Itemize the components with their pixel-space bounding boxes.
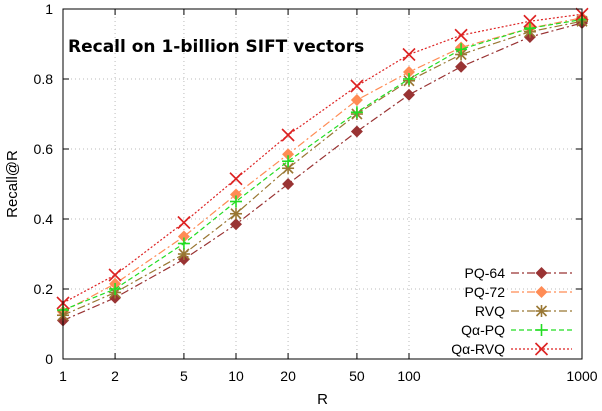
legend-entry: RVQ: [475, 303, 572, 319]
legend-entry: PQ-72: [465, 284, 572, 300]
legend: PQ-64 PQ-72 RVQ Qα-PQ Qα-RVQ: [451, 265, 572, 357]
legend-marker: [535, 286, 548, 298]
data-point: [281, 128, 295, 142]
data-point: [350, 79, 364, 93]
data-point: [523, 14, 537, 28]
data-point: [454, 28, 468, 42]
x-tick-label: 20: [280, 368, 296, 384]
y-tick-label: 0.2: [34, 281, 54, 297]
data-point: [230, 195, 242, 208]
chart-title: Recall on 1-billion SIFT vectors: [68, 37, 364, 57]
x-tick-label: 2: [111, 368, 119, 384]
data-point: [403, 66, 415, 78]
legend-marker: [534, 342, 549, 356]
series-5: [56, 7, 589, 310]
y-tick-label: 1: [45, 1, 53, 17]
data-point: [177, 248, 190, 260]
series-line: [62, 18, 583, 311]
x-tick-label: 5: [180, 368, 188, 384]
data-point: [177, 215, 191, 230]
legend-entry: Qα-RVQ: [451, 341, 572, 357]
data-point: [403, 88, 415, 101]
legend-label: RVQ: [475, 303, 505, 319]
legend-marker: [535, 267, 548, 279]
legend-label: Qα-PQ: [461, 322, 505, 338]
data-point: [455, 43, 468, 56]
x-tick-label: 1000: [566, 368, 597, 384]
data-point: [350, 94, 363, 106]
data-point: [403, 73, 415, 85]
x-tick-label: 50: [349, 368, 365, 384]
legend-label: PQ-72: [465, 284, 506, 300]
x-tick-label: 100: [397, 368, 421, 384]
legend-label: PQ-64: [465, 265, 506, 281]
legend-marker: [535, 305, 548, 317]
data-point: [108, 268, 122, 282]
data-point: [230, 207, 242, 220]
series-line: [62, 13, 583, 304]
legend-entry: Qα-PQ: [461, 322, 572, 338]
y-tick-label: 0.4: [34, 211, 54, 227]
data-point: [230, 188, 242, 201]
x-axis-label: R: [317, 391, 328, 408]
data-point: [523, 22, 536, 35]
series-line: [62, 17, 583, 313]
x-tick-label: 10: [228, 368, 244, 384]
data-point: [177, 237, 190, 250]
grid: [62, 9, 583, 359]
data-point: [230, 218, 242, 231]
y-tick-label: 0: [45, 351, 53, 367]
data-point: [282, 148, 295, 161]
data-point: [109, 283, 122, 295]
data-point: [402, 47, 416, 62]
data-point: [177, 230, 190, 243]
y-axis-label: Recall@R: [4, 150, 21, 218]
data-point: [350, 125, 363, 138]
series-line: [62, 20, 583, 316]
legend-marker: [535, 324, 548, 336]
plot-frame: [62, 8, 583, 360]
data-point: [455, 60, 468, 73]
legend-label: Qα-RVQ: [451, 341, 505, 357]
series-4: [57, 13, 588, 316]
series-layer: [56, 7, 589, 327]
data-point: [350, 106, 363, 119]
series-line: [62, 22, 583, 322]
legend-entry: PQ-64: [465, 265, 572, 281]
series-2: [57, 11, 588, 318]
y-tick-label: 0.8: [34, 71, 54, 87]
data-point: [282, 155, 295, 168]
axis-ticks: 1 2 5 10 20 50 100 1000 0 0.2 0.4 0.6 0.8 1: [34, 1, 598, 384]
data-point: [282, 178, 295, 190]
y-tick-label: 0.6: [34, 141, 54, 157]
data-point: [229, 172, 243, 186]
x-tick-label: 1: [59, 368, 67, 384]
